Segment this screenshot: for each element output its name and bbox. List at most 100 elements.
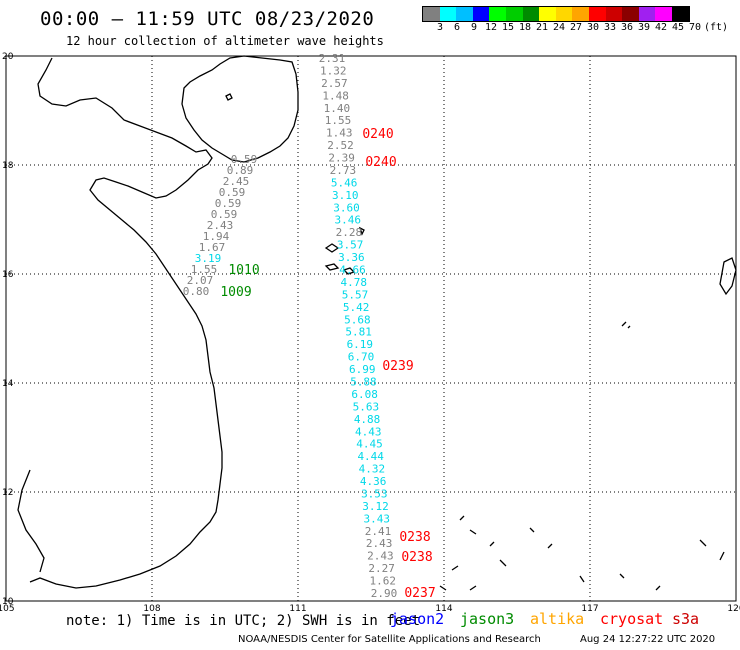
legend-tick: 21 (535, 22, 549, 33)
legend-tick: 9 (470, 22, 478, 33)
map-title: 00:00 – 11:59 UTC 08/23/2020 (40, 8, 375, 30)
wave-height-value: 2.31 (319, 52, 346, 65)
wave-height-value: 3.57 (337, 239, 364, 252)
wave-height-value: 5.63 (353, 400, 380, 413)
pass-time-label: 1010 (228, 263, 259, 278)
philippines-coast (719, 257, 737, 296)
legend-tick: 33 (603, 22, 617, 33)
wave-height-points: 2.311.322.571.481.401.551.432.522.392.73… (183, 52, 398, 600)
wave-height-value: 4.66 (339, 264, 366, 277)
pass-time-label: 0240 (365, 155, 396, 170)
legend-swatch (456, 7, 473, 21)
wave-height-value: 2.43 (367, 550, 394, 563)
wave-height-value: 3.43 (363, 512, 390, 525)
satellite-name: s3a (672, 610, 700, 628)
wave-height-value: 0.59 (219, 186, 246, 199)
wave-height-value: 2.73 (330, 164, 357, 177)
color-legend (422, 6, 690, 22)
wave-height-value: 5.57 (342, 288, 369, 301)
wave-height-value: 2.28 (336, 226, 363, 239)
lat-label: 18 (2, 161, 14, 171)
legend-tick: 39 (637, 22, 651, 33)
wave-height-value: 0.59 (211, 208, 238, 221)
wave-height-value: 4.43 (355, 425, 382, 438)
lon-label: 117 (581, 604, 598, 614)
legend-tick: 36 (620, 22, 634, 33)
pass-time-label: 0240 (362, 127, 393, 142)
hainan-inlet (225, 93, 233, 101)
lat-label: 10 (2, 597, 14, 607)
legend-swatch (605, 7, 623, 21)
wave-height-value: 2.43 (207, 219, 234, 232)
legend-swatch (655, 7, 672, 21)
satellite-name: cryosat (600, 610, 664, 628)
lat-label: 20 (2, 52, 14, 62)
legend-tick: 24 (552, 22, 566, 33)
wave-height-value: 0.59 (215, 197, 242, 210)
satellite-name: altika (530, 610, 585, 628)
wave-height-value: 3.46 (334, 214, 361, 227)
wave-height-value: 2.45 (223, 175, 250, 188)
gulf-coast (17, 469, 45, 573)
wave-height-value: 4.45 (356, 438, 383, 451)
pass-time-labels: 0240 0240 1010 1009 0239 0238 0238 0237 (220, 127, 435, 601)
wave-height-value: 0.89 (227, 164, 254, 177)
legend-tick: 70 (688, 22, 702, 33)
map-frame (5, 55, 737, 602)
legend-swatch (622, 7, 639, 21)
pass-time-label: 0237 (404, 586, 435, 601)
lon-label: 105 (0, 604, 15, 614)
legend-swatch (638, 7, 656, 21)
legend-swatch (522, 7, 540, 21)
legend-swatch (439, 7, 457, 21)
wave-height-value: 4.44 (357, 450, 384, 463)
wave-height-value: 2.41 (365, 525, 392, 538)
wave-height-value: 3.19 (195, 252, 222, 265)
wave-height-value: 5.42 (343, 301, 370, 314)
wave-height-value: 5.88 (350, 375, 377, 388)
wave-height-value: 2.27 (368, 562, 395, 575)
lat-label: 12 (2, 488, 13, 498)
legend-swatch (423, 7, 440, 21)
wave-height-value: 5.46 (331, 176, 358, 189)
wave-height-value: 1.40 (324, 102, 351, 115)
pass-time-label: 0239 (382, 359, 413, 374)
legend-tick: 6 (453, 22, 461, 33)
satellite-name: jason2 (390, 610, 445, 628)
wave-height-value: 0.59 (231, 153, 258, 166)
legend-tick: 12 (484, 22, 498, 33)
lon-label: 120 (727, 604, 740, 614)
legend-tick: 30 (586, 22, 600, 33)
legend-tick: 18 (518, 22, 532, 33)
wave-height-value: 2.07 (187, 274, 214, 287)
lon-label: 114 (435, 604, 452, 614)
legend-swatch (489, 7, 506, 21)
pass-time-label: 0238 (401, 550, 432, 565)
wave-height-value: 4.36 (360, 475, 387, 488)
credit-line: NOAA/NESDIS Center for Satellite Applica… (238, 634, 541, 645)
wave-height-value: 5.68 (344, 313, 371, 326)
wave-height-value: 4.32 (359, 463, 386, 476)
legend-swatch (555, 7, 573, 21)
wave-height-value: 2.57 (321, 77, 348, 90)
wave-height-value: 2.39 (328, 152, 355, 165)
axis-labels: 105 108 111 114 117 120 20 18 16 14 12 10 (0, 52, 740, 614)
legend-unit: (ft) (703, 22, 729, 33)
vietnam-coast (29, 57, 223, 589)
legend-tick: 45 (671, 22, 685, 33)
wave-height-value: 1.94 (203, 230, 230, 243)
wave-height-value: 3.10 (332, 189, 359, 202)
wave-height-value: 4.88 (354, 413, 381, 426)
coastline (17, 55, 737, 591)
hainan-coast (181, 55, 299, 163)
legend-tick: 42 (654, 22, 668, 33)
legend-swatch (588, 7, 606, 21)
wave-height-value: 2.90 (371, 587, 398, 600)
wave-height-value: 6.19 (347, 338, 374, 351)
wave-height-value: 6.08 (351, 388, 378, 401)
satellite-name: jason3 (460, 610, 515, 628)
lat-label: 14 (2, 379, 14, 389)
wave-height-value: 2.52 (327, 139, 354, 152)
wave-height-value: 1.32 (320, 64, 347, 77)
